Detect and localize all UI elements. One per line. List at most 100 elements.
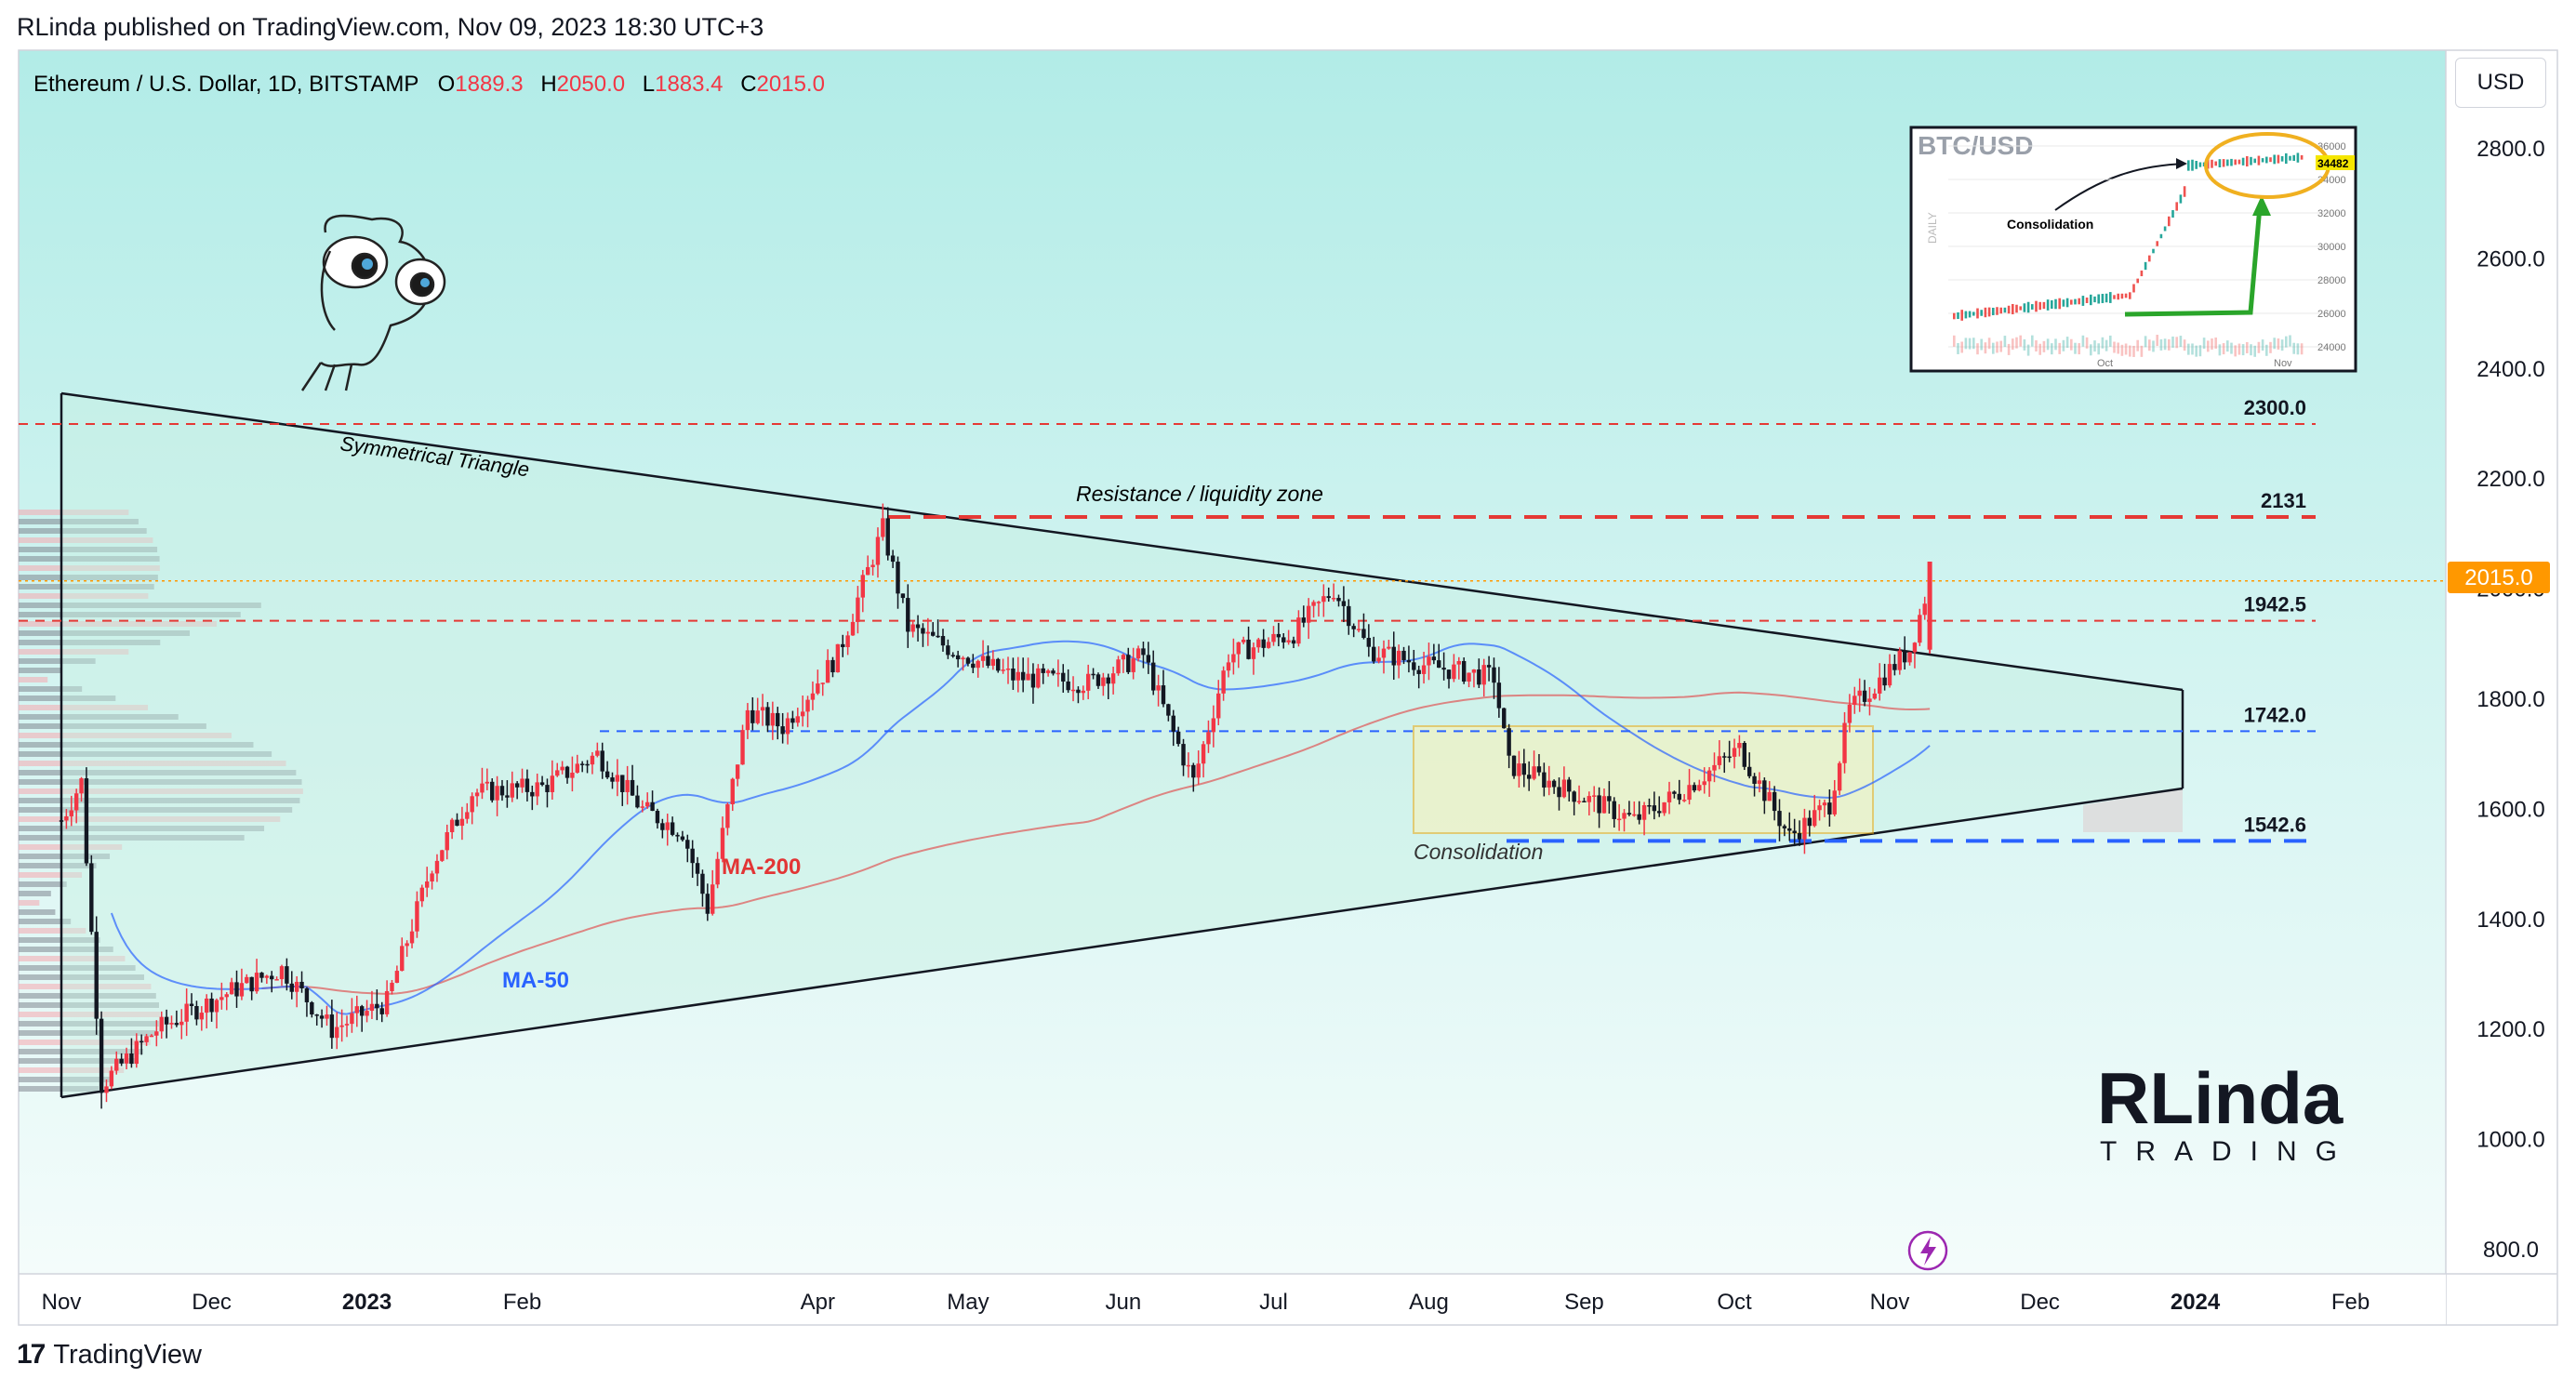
candle-body [1331,598,1336,600]
btc-inset-green-arrow [2124,205,2263,317]
inset-candle [2285,152,2288,165]
candle-body [114,1058,119,1071]
btc-inset-arrowhead [2176,158,2187,169]
candle-body [1026,673,1030,681]
candle-body [1387,646,1391,649]
inset-candle [2093,296,2096,303]
candle-body [169,1023,174,1025]
volume-profile-bar [19,891,51,896]
candle-body [725,803,730,828]
candle-body [179,1021,184,1026]
candle-body [455,819,459,827]
candle-body [830,659,835,673]
inset-candle [2241,157,2245,166]
candle-body [245,976,249,984]
candle-body [214,1000,219,1013]
inset-volume-bar [2023,338,2026,351]
candle-body [259,973,264,978]
candle-body [425,881,430,888]
inset-volume-bar [2257,341,2261,353]
inset-volume-bar [2175,337,2178,349]
candle-body [795,716,800,723]
inset-volume-bar [1972,338,1975,350]
candle-body [690,848,695,864]
candle-body [434,860,440,874]
candle-body [921,628,925,634]
candle-body [1802,817,1807,840]
candle-body [184,1003,189,1022]
candle-body [820,682,825,684]
inset-candle [1972,311,1975,316]
volume-profile-bar [19,603,261,608]
inset-volume-bar [2241,344,2245,356]
candle-body [856,597,860,622]
candle-body [1502,708,1507,729]
candle-body [931,631,936,636]
candle-body [1672,791,1677,794]
candle-body [379,1008,384,1014]
candle-body [630,779,635,796]
inset-candle [2090,294,2092,306]
candle-body [1746,766,1752,776]
candle-body [1261,639,1266,648]
candle-body [1281,637,1286,643]
price-axis[interactable] [2446,50,2557,1274]
inset-volume-bar [2226,340,2229,352]
volume-profile-bar [19,928,86,934]
candle-body [950,655,955,656]
candle-body [310,1001,314,1015]
inset-candle [2019,306,2022,311]
volume-profile-bar [19,556,160,562]
candle-body [1637,814,1641,820]
inset-candle [2237,159,2241,165]
volume-profile-bar [19,751,272,757]
candle-body [535,782,539,797]
candle-body [365,1011,369,1016]
volume-profile-bar [19,686,83,692]
inset-volume-bar [2035,340,2038,352]
time-axis[interactable] [19,1274,2446,1325]
currency-button[interactable]: USD [2455,58,2546,108]
candle-body [1316,602,1321,603]
inset-candle [2105,293,2108,303]
inset-volume-bar [2051,343,2053,355]
lightning-icon[interactable] [1907,1230,1948,1271]
inset-candle [1953,312,1956,320]
volume-profile [19,510,303,1092]
candle-body [1051,670,1056,674]
inset-candle [1976,308,1979,319]
candle-body [1251,647,1256,659]
inset-candle [2031,304,2034,310]
candle-body [1496,682,1502,709]
candle-body [936,635,940,638]
candle-body [1532,766,1536,779]
inset-candle [2273,154,2276,165]
candle-body [89,863,94,933]
candle-body [480,783,485,793]
rlinda-watermark: RLinda TRADING [2097,1057,2344,1167]
candle-body [976,660,980,669]
y-tick-label: 1800.0 [2476,687,2544,712]
candle-body [1016,671,1020,681]
candle-body [650,801,655,812]
inset-candle [2253,158,2256,164]
x-tick-label: Apr [801,1290,835,1315]
candle-body [1226,662,1231,671]
candle-body [73,793,79,811]
inset-candle [2292,154,2295,162]
candle-body [1601,796,1607,814]
candle-body [1827,802,1832,815]
inset-volume-bar [2140,345,2144,357]
resistance-annotation: Resistance / liquidity zone [1076,482,1323,506]
candle-body [585,763,590,766]
candle-body [760,707,765,711]
candle-body [1036,668,1041,688]
level-label: 2300.0 [2244,396,2306,419]
inset-volume-bar [2187,343,2190,355]
inset-volume-bar [2109,335,2112,347]
candle-body [539,782,545,786]
candle-body [1421,665,1427,674]
candle-body [445,832,449,851]
inset-candle [2038,301,2041,311]
candle-body [1347,605,1351,627]
